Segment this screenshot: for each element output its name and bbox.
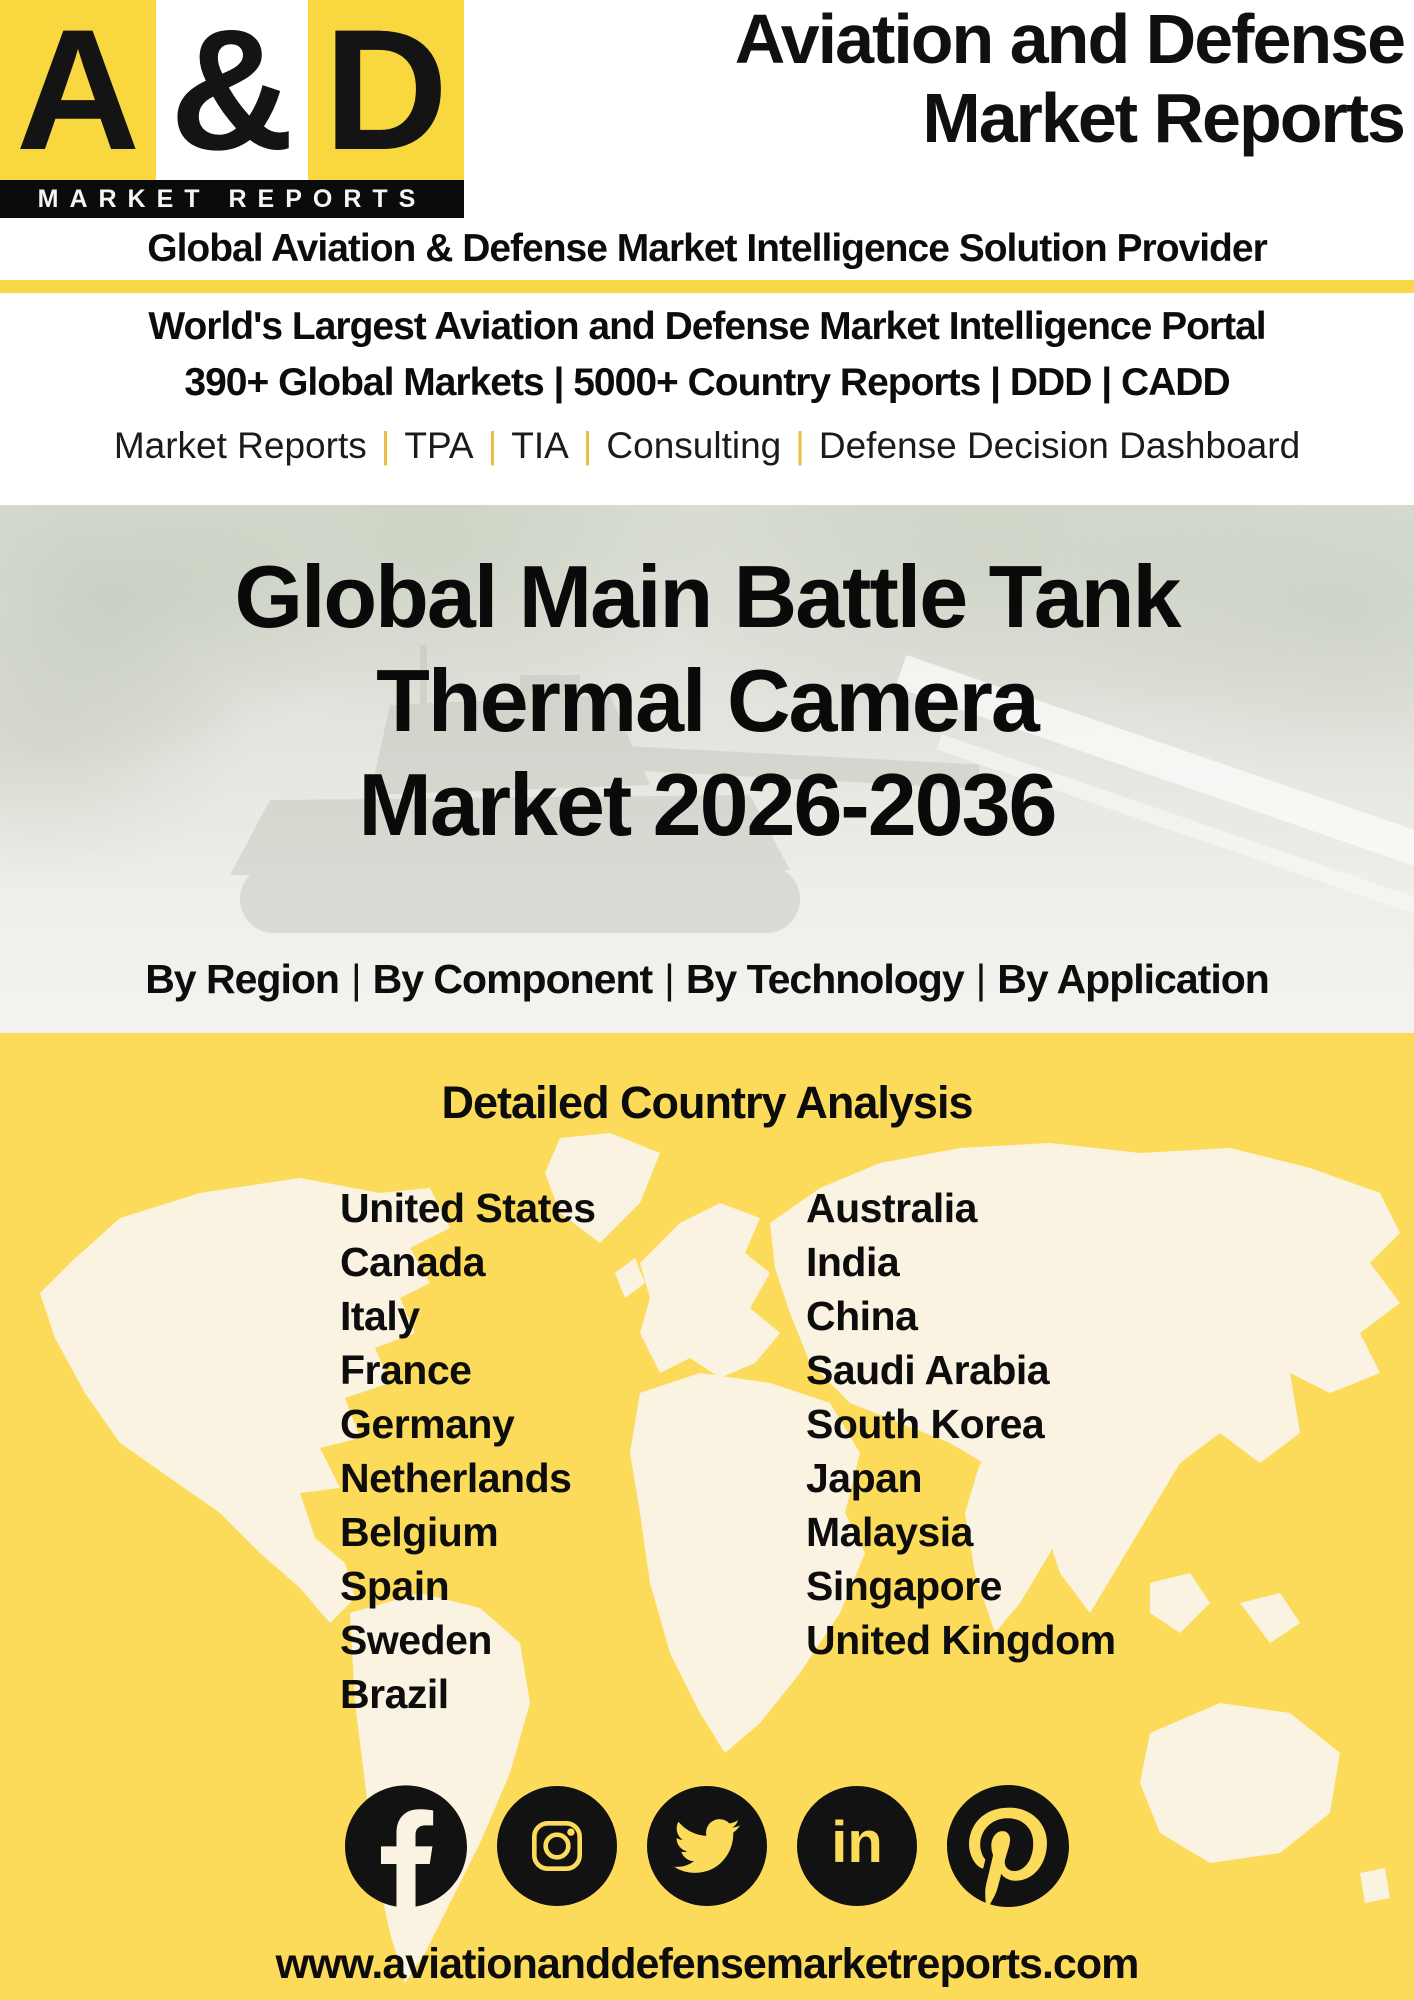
world-map (40, 1133, 1400, 1983)
countries-section: Detailed Country Analysis United States C… (0, 1033, 1414, 2000)
company-title: Aviation and Defense Market Reports (734, 0, 1406, 158)
country-item: Spain (340, 1563, 450, 1609)
list-text: By Application (997, 956, 1269, 1002)
report-title-line-2: Thermal Camera (376, 651, 1040, 750)
hero-section: Global Main Battle Tank Thermal Camera M… (0, 505, 1414, 1033)
country-item: Netherlands (340, 1455, 572, 1501)
logo-letter-a: A (15, 0, 141, 186)
logo-letter-ampersand: & (169, 0, 295, 186)
list-text: By Region (145, 956, 340, 1002)
country-item: China (806, 1293, 918, 1339)
instagram-icon[interactable] (497, 1786, 617, 1906)
country-item: Saudi Arabia (806, 1347, 1050, 1393)
separator: | (795, 425, 805, 466)
tagline: Global Aviation & Defense Market Intelli… (147, 227, 1268, 270)
intro-stats-line: 390+ Global Markets | 5000+ Country Repo… (184, 361, 1230, 404)
website-url[interactable]: www.aviationanddefensemarketreports.com (275, 1940, 1140, 1988)
country-item: Sweden (340, 1617, 492, 1663)
country-item: Japan (806, 1455, 922, 1501)
services-line: Market Reports | TPA | TIA | Consulting | Defens… (0, 423, 1414, 469)
country-item: France (340, 1347, 472, 1393)
logo-block-a: A (0, 0, 156, 180)
brand-logo: A & D MARKET REPORTS (0, 0, 464, 218)
country-item: Canada (340, 1239, 486, 1285)
list-text: Consulting (606, 425, 782, 466)
logo-letter-d: D (323, 0, 449, 186)
hero-white-overlay (0, 505, 1414, 1033)
country-list-left: United States Canada Italy France Germany Net… (340, 1181, 596, 1721)
country-item: Germany (340, 1401, 515, 1447)
country-item: Malaysia (806, 1509, 973, 1555)
report-title-line-1: Global Main Battle Tank (234, 547, 1182, 646)
country-item: India (806, 1239, 900, 1285)
company-title-line-2: Market Reports (922, 79, 1406, 157)
list-text: By Component (372, 956, 654, 1002)
logo-block-ampersand: & (156, 0, 308, 180)
list-text: Market Reports (113, 425, 367, 466)
segments-line: By Region | By Component | By Technology | By … (0, 956, 1414, 1003)
country-item: United Kingdom (806, 1617, 1116, 1663)
yellow-divider-strip (0, 280, 1414, 293)
twitter-icon[interactable] (647, 1786, 767, 1906)
report-title: Global Main Battle Tank Thermal Camera M… (0, 505, 1414, 857)
separator: | (350, 956, 362, 1002)
country-item: Brazil (340, 1671, 449, 1717)
country-item: United States (340, 1185, 596, 1231)
list-text: TPA (404, 425, 474, 466)
list-text: TIA (511, 425, 569, 466)
social-bar: in (0, 1785, 1414, 1907)
separator: | (380, 425, 391, 466)
linkedin-icon[interactable]: in (797, 1786, 917, 1906)
separator: | (582, 425, 593, 466)
separator: | (975, 956, 987, 1002)
country-item: Singapore (806, 1563, 1002, 1609)
logo-market-reports-bar: MARKET REPORTS (0, 180, 464, 218)
country-item: Italy (340, 1293, 420, 1339)
country-list-right: Australia India China Saudi Arabia South Kor… (806, 1181, 1116, 1667)
countries-heading: Detailed Country Analysis (441, 1077, 974, 1128)
company-title-line-1: Aviation and Defense (734, 0, 1406, 78)
list-text: By Technology (685, 956, 965, 1002)
logo-block-d: D (308, 0, 464, 180)
country-item: Australia (806, 1185, 977, 1231)
country-item: Belgium (340, 1509, 499, 1555)
header: A & D MARKET REPORTS Aviation and Defens… (0, 0, 1414, 218)
list-text: Defense Decision Dashboard (818, 425, 1301, 466)
tank-silhouette-image (230, 645, 980, 933)
intro-block: World's Largest Aviation and Defense Mar… (0, 293, 1414, 505)
logo-blocks: A & D (0, 0, 464, 180)
intro-portal-line: World's Largest Aviation and Defense Mar… (148, 305, 1266, 348)
separator: | (664, 956, 675, 1002)
linkedin-in-glyph: in (831, 1810, 883, 1875)
report-title-line-3: Market 2026-2036 (358, 755, 1058, 854)
country-item: South Korea (806, 1401, 1045, 1447)
separator: | (487, 425, 498, 466)
pinterest-icon[interactable] (947, 1785, 1069, 1907)
facebook-icon[interactable] (345, 1785, 467, 1907)
